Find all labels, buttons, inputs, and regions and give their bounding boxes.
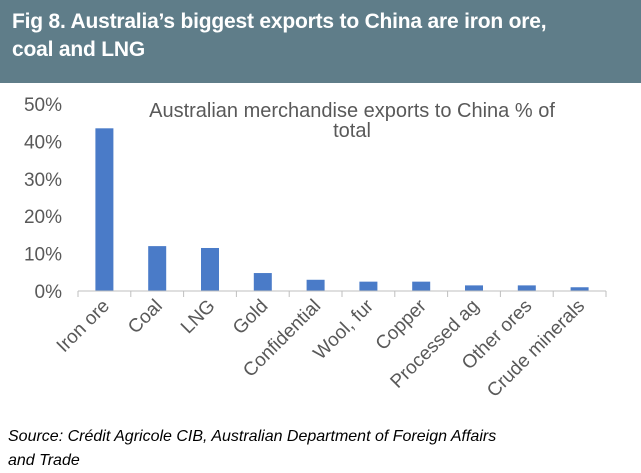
bar bbox=[570, 287, 589, 291]
x-tick-label: Gold bbox=[229, 296, 272, 339]
x-tick-label: Coal bbox=[124, 296, 166, 338]
source-line-2: and Trade bbox=[8, 452, 80, 469]
y-tick-label: 30% bbox=[24, 170, 62, 191]
chart-title-line-2: total bbox=[333, 120, 371, 142]
figure-title-banner: Fig 8. Australia’s biggest exports to Ch… bbox=[0, 0, 641, 83]
y-tick-label: 50% bbox=[24, 95, 62, 116]
y-tick-label: 10% bbox=[24, 245, 62, 266]
y-tick-label: 0% bbox=[35, 282, 63, 303]
bar bbox=[465, 285, 483, 291]
bar bbox=[306, 279, 325, 291]
chart-title-line-1: Australian merchandise exports to China … bbox=[149, 100, 555, 122]
y-tick-label: 40% bbox=[24, 132, 62, 153]
bar bbox=[412, 281, 431, 291]
bar bbox=[201, 247, 219, 291]
bar bbox=[95, 128, 114, 291]
figure-title-line-1: Fig 8. Australia’s biggest exports to Ch… bbox=[12, 10, 547, 33]
x-tick-label: LNG bbox=[177, 296, 219, 338]
figure-title-line-2: coal and LNG bbox=[12, 38, 145, 61]
bar bbox=[517, 285, 536, 291]
bar bbox=[253, 273, 272, 291]
source-note: Source: Crédit Agricole CIB, Australian … bbox=[8, 425, 633, 473]
y-tick-label: 20% bbox=[24, 207, 62, 228]
bar-chart: Australian merchandise exports to China … bbox=[24, 95, 607, 402]
bar bbox=[148, 246, 167, 291]
plot-area: 0%10%20%30%40%50%Iron ore Coal LNG GoldConf… bbox=[24, 95, 607, 402]
bar bbox=[359, 281, 378, 291]
source-line-1: Source: Crédit Agricole CIB, Australian … bbox=[8, 428, 497, 445]
x-tick-label: Iron ore bbox=[53, 296, 114, 357]
x-tick-label: Crude minerals bbox=[483, 296, 589, 402]
